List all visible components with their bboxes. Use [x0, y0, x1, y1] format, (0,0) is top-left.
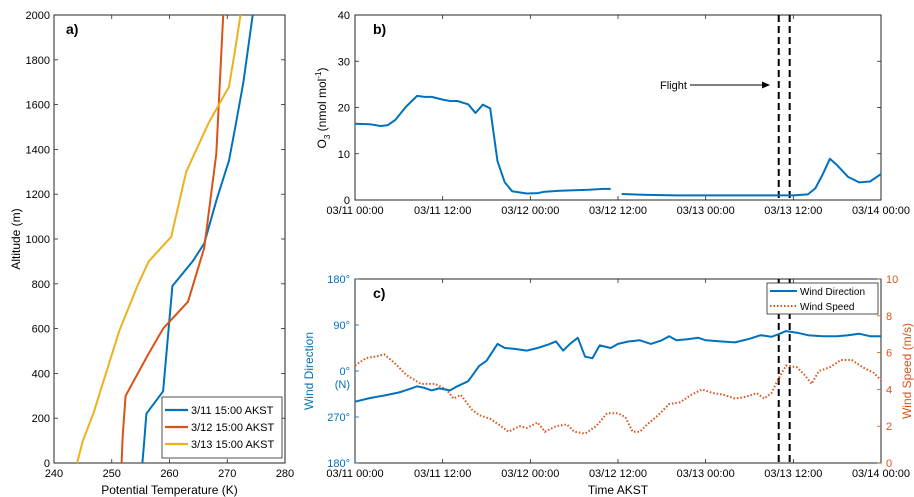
- panel-c-ytick-label: 180°: [327, 274, 350, 286]
- panel-b-axes-box: [354, 14, 882, 201]
- panel-c-xtick-label: 03/11 12:00: [414, 468, 471, 480]
- panel-a-ytick-label: 400: [32, 368, 50, 380]
- panel-a-ytick-label: 600: [32, 324, 50, 336]
- panel-c-ytick-label: 90°: [333, 320, 350, 332]
- panel-c-wind-speed-line: [354, 353, 882, 435]
- panel-c-label: c): [373, 285, 385, 301]
- flight-arrow-head: [762, 81, 770, 89]
- panel-c-y2tick-label: 10: [886, 274, 898, 286]
- panel-c-xlabel: Time AKST: [588, 483, 649, 497]
- panel-b-label: b): [373, 21, 386, 37]
- panel-a-ytick-label: 200: [32, 413, 50, 425]
- panel-c-north-label: (N): [335, 379, 350, 391]
- panel-c-ytick-label: 270°: [327, 412, 350, 424]
- ylabel-sub: 3: [323, 134, 332, 139]
- panel-a-series-line-1: [141, 14, 254, 464]
- legend-label-3-12: 3/12 15:00 AKST: [191, 422, 274, 434]
- panel-b-o3-line-segment-2: [621, 157, 882, 197]
- legend-label-wind-speed: Wind Speed: [800, 302, 854, 313]
- panel-a-ytick-label: 1800: [26, 55, 50, 67]
- panel-a-ytick-label: 1200: [26, 189, 50, 201]
- ylabel-sup: -1: [314, 71, 323, 79]
- panel-c-y2label: Wind Speed (m/s): [900, 323, 914, 419]
- panel-c-xtick-label: 03/14 00:00: [852, 468, 910, 480]
- panel-c-xtick-label: 03/11 00:00: [326, 468, 383, 480]
- ylabel-main: (nmol mol: [315, 79, 329, 135]
- panel-b-ytick-label: 20: [338, 103, 350, 115]
- flight-annotation: Flight: [660, 80, 770, 92]
- panel-a-ytick-label: 1400: [26, 144, 50, 156]
- panel-b-ytick-label: 30: [338, 56, 350, 68]
- panel-b-xtick-label: 03/14 00:00: [852, 205, 910, 217]
- panel-b-ytick-label: 0: [344, 195, 350, 207]
- panel-c-y2tick-label: 8: [886, 311, 892, 323]
- ylabel-o: O: [315, 139, 329, 148]
- legend-box: [766, 282, 879, 315]
- legend-box: [161, 396, 283, 459]
- panel-c-xtick-label: 03/12 00:00: [501, 468, 559, 480]
- panel-a-xtick-label: 270: [218, 468, 236, 480]
- panel-b: 03/11 00:00 03/11 12:00 03/12 00:00 03/12 1…: [314, 10, 910, 217]
- panel-a-xtick-label: 260: [160, 468, 178, 480]
- panel-a-xtick-label: 250: [103, 468, 121, 480]
- panel-a-xlabel: Potential Temperature (K): [101, 483, 238, 497]
- panel-c-xtick-label: 03/12 12:00: [589, 468, 647, 480]
- panel-a-series-line-3: [76, 14, 242, 464]
- panel-a-xtick-label: 240: [45, 468, 63, 480]
- flight-label: Flight: [660, 80, 687, 92]
- panel-b-xtick-label: 03/12 00:00: [501, 205, 559, 217]
- panel-b-xtick-label: 03/13 12:00: [764, 205, 822, 217]
- panel-c-ytick-label: 0°: [339, 366, 350, 378]
- panel-c-y2tick-label: 4: [886, 384, 892, 396]
- panel-b-ylabel: O3 (nmol mol-1): [314, 68, 332, 149]
- panel-c-ytick-label: 180°: [327, 458, 350, 470]
- panel-b-o3-line-segment-1: [354, 94, 611, 195]
- panel-b-xtick-label: 03/11 12:00: [414, 205, 471, 217]
- panel-b-xtick-label: 03/11 00:00: [326, 205, 383, 217]
- panel-c-legend: Wind Direction Wind Speed: [766, 282, 879, 315]
- panel-a-label: a): [66, 21, 78, 37]
- panel-a-legend: 3/11 15:00 AKST 3/12 15:00 AKST 3/13 15:…: [161, 396, 283, 459]
- panel-c-xtick-label: 03/13 12:00: [764, 468, 822, 480]
- panel-a-ytick-label: 2000: [26, 10, 50, 22]
- panel-a-ytick-label: 1600: [26, 100, 50, 112]
- ylabel-end: ): [315, 68, 329, 72]
- legend-label-3-13: 3/13 15:00 AKST: [191, 439, 274, 451]
- panel-b-xtick-label: 03/13 00:00: [677, 205, 735, 217]
- panel-a-ylabel: Altitude (m): [9, 208, 23, 269]
- panel-c-wind-direction-line: [354, 330, 881, 403]
- panel-c-y2tick-label: 0: [886, 458, 892, 470]
- panel-a-ytick-label: 800: [32, 279, 50, 291]
- panel-b-ytick-label: 10: [338, 149, 350, 161]
- panel-c-y2tick-label: 2: [886, 421, 892, 433]
- panel-a-ytick-label: 1000: [26, 234, 50, 246]
- panel-a-series-line-2: [120, 14, 225, 464]
- panel-c-y2tick-label: 6: [886, 348, 892, 360]
- legend-label-3-11: 3/11 15:00 AKST: [191, 405, 274, 417]
- panel-c: 03/11 00:00 03/11 12:00 03/12 00:00 03/12 1…: [302, 274, 914, 497]
- panel-a-xtick-label: 280: [276, 468, 294, 480]
- panel-b-ytick-label: 40: [338, 10, 350, 22]
- legend-label-wind-direction: Wind Direction: [800, 287, 865, 298]
- panel-b-xtick-label: 03/12 12:00: [589, 205, 647, 217]
- panel-c-ylabel: Wind Direction: [302, 332, 316, 410]
- panel-a-ytick-label: 0: [44, 458, 50, 470]
- panel-c-xtick-label: 03/13 00:00: [677, 468, 735, 480]
- panel-a: 240 250 260 270 280 0 200 400 600 800 1000 1200 1400…: [9, 10, 294, 497]
